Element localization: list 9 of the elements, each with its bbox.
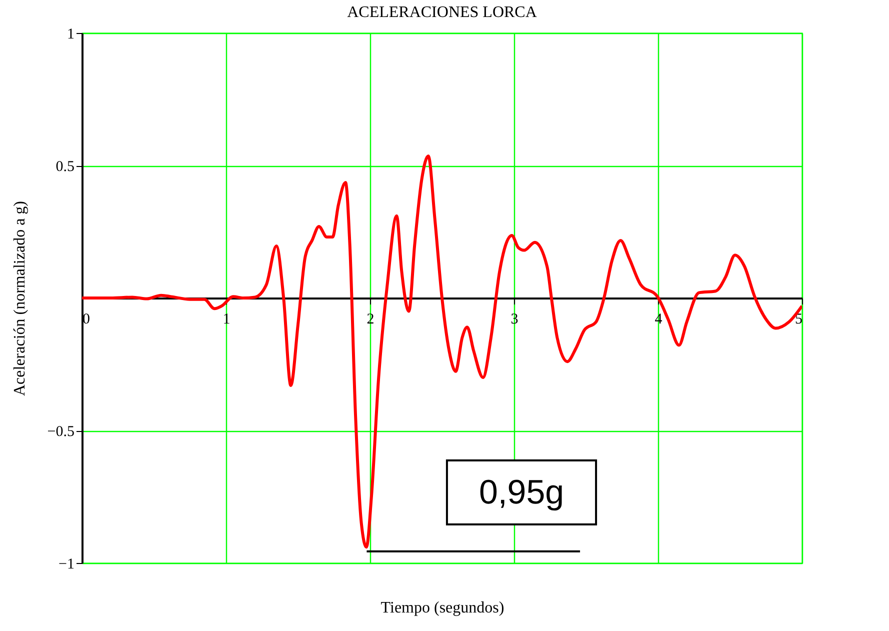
y-tick-label: 0.5 bbox=[56, 159, 74, 175]
line-series bbox=[82, 154, 802, 549]
chart-title: ACELERACIONES LORCA bbox=[347, 4, 538, 21]
y-tick-label: −0.5 bbox=[47, 424, 74, 440]
x-axis-title: Tiempo (segundos) bbox=[380, 600, 504, 616]
annotation: 0,95g bbox=[478, 473, 564, 512]
y-tick-label: 1 bbox=[67, 26, 74, 42]
y-tick-label: −1 bbox=[58, 556, 74, 572]
y-axis-title: Aceleración (normalizado a g) bbox=[11, 200, 28, 396]
